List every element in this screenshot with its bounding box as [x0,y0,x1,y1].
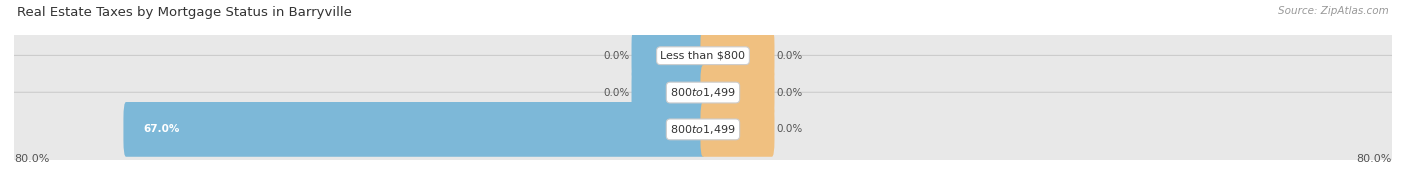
Text: 0.0%: 0.0% [776,51,803,61]
FancyBboxPatch shape [700,102,775,157]
FancyBboxPatch shape [631,65,706,120]
Text: 80.0%: 80.0% [1357,154,1392,164]
FancyBboxPatch shape [11,92,1395,167]
FancyBboxPatch shape [11,19,1395,93]
Text: 0.0%: 0.0% [776,88,803,98]
Text: Real Estate Taxes by Mortgage Status in Barryville: Real Estate Taxes by Mortgage Status in … [17,6,352,19]
FancyBboxPatch shape [124,102,706,157]
FancyBboxPatch shape [700,28,775,83]
FancyBboxPatch shape [700,65,775,120]
Text: 67.0%: 67.0% [143,124,180,134]
FancyBboxPatch shape [631,28,706,83]
Text: $800 to $1,499: $800 to $1,499 [671,123,735,136]
FancyBboxPatch shape [11,55,1395,130]
Text: 0.0%: 0.0% [776,124,803,134]
Text: 80.0%: 80.0% [14,154,49,164]
Text: Source: ZipAtlas.com: Source: ZipAtlas.com [1278,6,1389,16]
Text: Less than $800: Less than $800 [661,51,745,61]
Text: 0.0%: 0.0% [603,51,630,61]
Text: $800 to $1,499: $800 to $1,499 [671,86,735,99]
Text: 0.0%: 0.0% [603,88,630,98]
